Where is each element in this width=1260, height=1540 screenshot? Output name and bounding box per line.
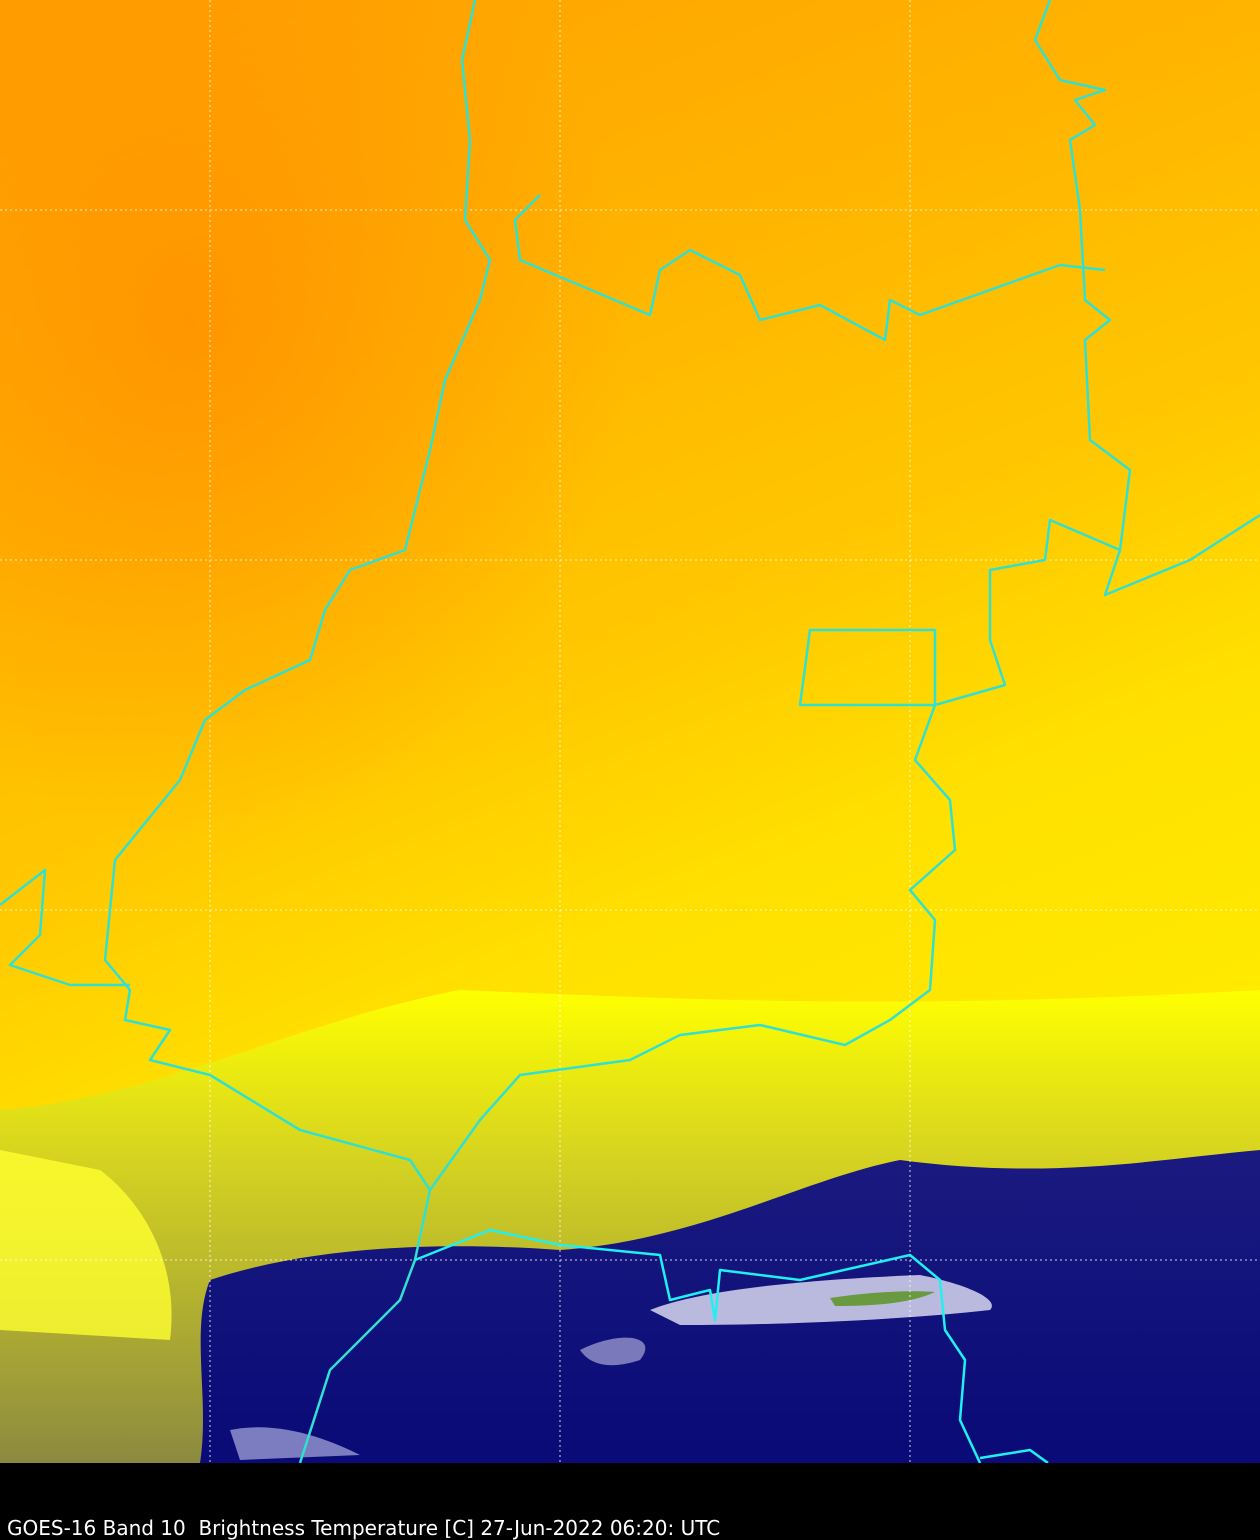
satellite-map (0, 0, 1260, 1463)
graticule (0, 0, 1260, 1463)
borders (0, 0, 1260, 1463)
caption: GOES-16 Band 10 Brightness Temperature [… (7, 1516, 721, 1540)
imagery (0, 0, 1260, 1463)
